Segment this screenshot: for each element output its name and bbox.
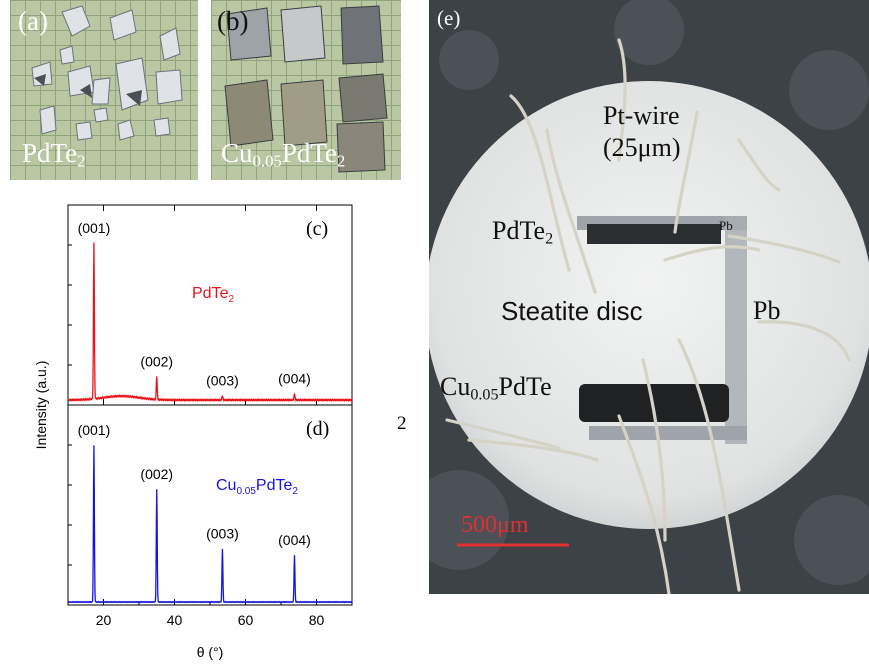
pb-label: Pb (753, 296, 781, 325)
peak-label: (001) (78, 422, 111, 438)
y-ticks (68, 244, 72, 566)
peak-label: (003) (206, 373, 239, 389)
peak-label: (002) (140, 466, 173, 482)
x-ticks: 20 40 60 80 (67, 205, 353, 628)
panel-a-sample-label: PdTe2 (22, 138, 86, 171)
panel-b-sample-label: Cu0.05PdTe2 (221, 138, 346, 171)
panel-e-label: (e) (437, 6, 461, 30)
xrd-chart: 20 40 60 80 (001)(002)(003) (004)(001)(002)(… (33, 204, 353, 660)
x-axis-title: θ (°) (197, 644, 224, 660)
photo-panel-e: (e) Pt-wire (25μm) PdTe2 Pb Steatite dis… (429, 0, 869, 594)
panel-d-label: (d) (306, 418, 329, 440)
steatite-disc (429, 81, 869, 529)
peak-label: (002) (140, 353, 173, 369)
panel-a-label: (a) (18, 6, 48, 36)
series-trace-cu-pdte2 (67, 445, 353, 604)
steatite-disc-label: Steatite disc (501, 296, 643, 326)
cu-pdte-photo-label: Cu0.05PdTe (440, 372, 552, 404)
x-tick-label: 60 (238, 612, 254, 628)
stray-text: 2 (397, 413, 407, 434)
scale-bar-label: 500μm (461, 512, 529, 538)
y-axis-title: Intensity (a.u.) (33, 361, 49, 450)
series-trace-pdte2 (67, 242, 353, 403)
x-tick-label: 80 (309, 612, 325, 628)
photo-panel-a: (a) PdTe2 (10, 0, 198, 180)
series-label-pdte2: PdTe2 (192, 285, 234, 305)
pb-small-label: Pb (719, 218, 733, 233)
pdte2-crystal (587, 224, 721, 244)
photo-panel-b: (b) Cu0.05PdTe2 (211, 0, 401, 180)
x-tick-label: 40 (167, 612, 183, 628)
pdte2-photo-label: PdTe2 (492, 216, 554, 248)
series-label-cu-pdte2: Cu0.05PdTe2 (216, 477, 298, 497)
peak-label: (004) (278, 371, 311, 387)
panel-b-label: (b) (217, 6, 249, 36)
pt-wire-label: Pt-wire (25μm) (603, 101, 681, 162)
peak-label: (004) (278, 532, 311, 548)
cu-pdte2-crystals-graphic (224, 5, 388, 173)
pdte2-crystals-graphic (31, 5, 183, 141)
peak-label: (001) (78, 220, 111, 236)
panel-c-label: (c) (306, 218, 328, 240)
pt-wires (445, 38, 851, 594)
peak-label: (003) (206, 526, 239, 542)
x-tick-label: 20 (96, 612, 112, 628)
device-photo-graphic (429, 0, 869, 594)
peak-labels: (001) (002) (003) (004) (001) (002) (003) (004) (78, 220, 311, 548)
